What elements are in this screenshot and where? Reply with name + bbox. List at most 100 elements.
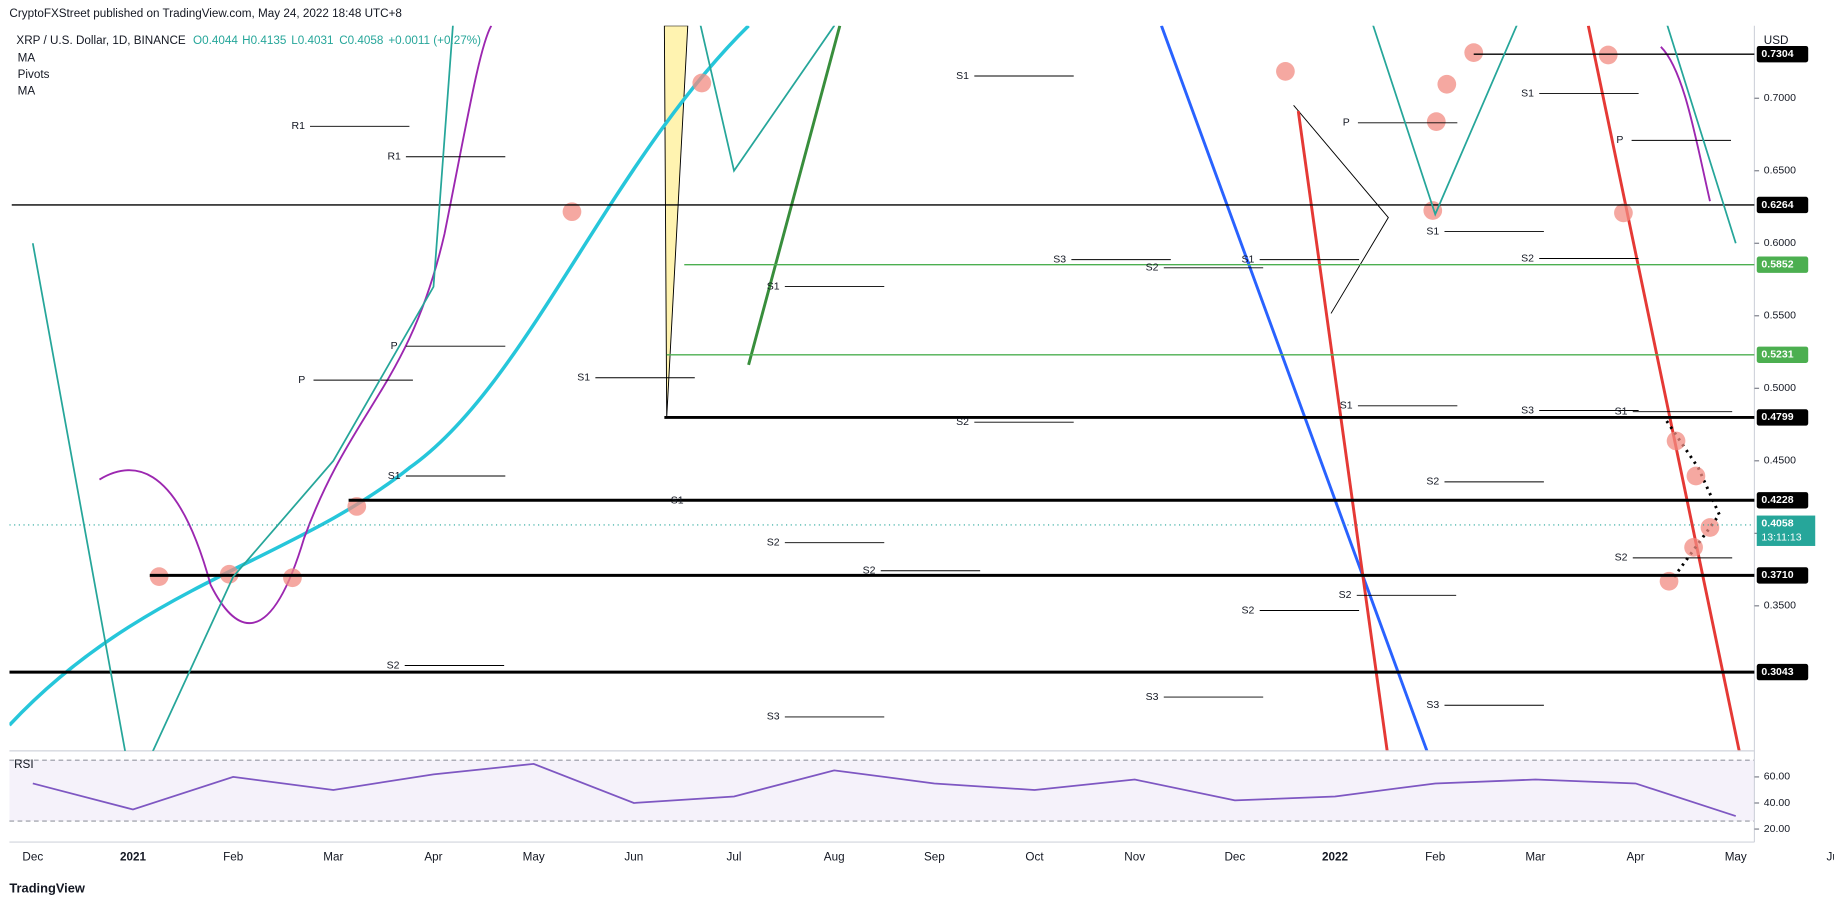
pivot-label: S2: [387, 659, 400, 671]
pivot-label: S1: [1426, 225, 1439, 237]
level-label: 0.3043: [1761, 666, 1793, 678]
ohlc-low: L0.4031: [291, 34, 333, 47]
moving-average: [9, 25, 750, 727]
x-tick-label: Dec: [1224, 850, 1245, 863]
pivot-label: S2: [863, 565, 876, 577]
symbol: XRP / U.S. Dollar, 1D, BINANCE: [16, 34, 186, 47]
pivot-label: P: [1343, 117, 1350, 129]
level-label: 0.5852: [1761, 259, 1793, 271]
x-tick-label: May: [523, 850, 545, 863]
triangle: [663, 25, 689, 418]
x-tick-label: May: [1725, 850, 1747, 863]
pivot-label: R1: [387, 151, 401, 163]
rsi-band: [9, 760, 1755, 822]
indicator[interactable]: MA: [18, 84, 36, 97]
pivot-label: S2: [1146, 262, 1159, 274]
y-tick-label: 0.5000: [1764, 382, 1796, 394]
y-tick-label: 0.3500: [1764, 600, 1796, 612]
x-tick-label: Apr: [1626, 850, 1644, 863]
x-tick-label: Aug: [824, 850, 845, 863]
pivot-label: S1: [767, 280, 780, 292]
pivot-label: R1: [292, 120, 306, 132]
level-label: 0.6264: [1761, 199, 1793, 211]
y-tick-label: 0.5500: [1764, 310, 1796, 322]
markers: [149, 43, 1720, 591]
pivot-label: S2: [1521, 252, 1534, 264]
x-tick-label: Mar: [323, 850, 343, 863]
ohlc-change: +0.0011 (+0.27%): [388, 34, 481, 47]
x-tick-label: Jun: [624, 850, 643, 863]
x-tick-label: Apr: [424, 850, 442, 863]
ohlc-high: H0.4135: [242, 34, 287, 47]
x-tick-label: Nov: [1124, 850, 1145, 863]
x-tick-label: Dec: [22, 850, 43, 863]
pivot-label: S2: [1339, 589, 1352, 601]
level-label: 0.7304: [1761, 48, 1793, 60]
level-box: [1756, 663, 1809, 681]
rsi-tick-label: 20.00: [1764, 823, 1790, 835]
pivot-label: S2: [1615, 552, 1628, 564]
level-label: 0.3710: [1761, 569, 1793, 581]
level-box: [1756, 196, 1809, 214]
trend-line: [1296, 110, 1389, 751]
pivot-label: S1: [956, 70, 969, 82]
trend-line: [747, 25, 842, 366]
moving-average: [1660, 46, 1711, 202]
pivot-label: S3: [1146, 691, 1159, 703]
x-tick-label: Feb: [1425, 850, 1446, 863]
y-tick-label: 0.6500: [1764, 165, 1796, 177]
brand: TradingView: [9, 880, 86, 895]
pivot-label: S1: [577, 372, 590, 384]
last-price-label: 0.4058: [1761, 518, 1793, 530]
currency: USD: [1764, 34, 1789, 47]
trend-line: [1160, 25, 1429, 751]
pivot-label: S2: [1426, 476, 1439, 488]
price-line: [32, 763, 1737, 817]
pivot-label: S1: [671, 494, 684, 506]
pivot-label: S2: [767, 536, 780, 548]
pivot-label: S2: [1242, 604, 1255, 616]
moving-average: [98, 25, 493, 625]
level-label: 0.5231: [1761, 349, 1793, 361]
pivot-label: P: [391, 340, 398, 352]
pivot-label: S3: [1521, 404, 1534, 416]
x-tick-label: Oct: [1025, 850, 1044, 863]
level-box: [1756, 45, 1809, 63]
rsi-tick-label: 40.00: [1764, 797, 1790, 809]
pivot-label: S3: [767, 711, 780, 723]
countdown: 13:11:13: [1761, 532, 1801, 544]
pivot-label: S1: [1242, 253, 1255, 265]
drawings: [9, 25, 1741, 751]
level-box: [1756, 256, 1809, 273]
pivot-label: S1: [1615, 405, 1628, 417]
pivot-label: P: [1616, 134, 1623, 146]
pivot-label: P: [298, 374, 305, 386]
level-box: [1756, 409, 1809, 426]
x-tick-label: Jul: [727, 850, 742, 863]
level-label: 0.4228: [1761, 494, 1793, 506]
x-tick-label: Sep: [924, 850, 945, 863]
pivot-label: S1: [388, 470, 401, 482]
pivot-label: S1: [1340, 400, 1353, 412]
level-box: [1756, 567, 1809, 584]
level-box: [1756, 492, 1809, 509]
pivot-label: S3: [1053, 253, 1066, 265]
pivot-label: S1: [1521, 87, 1534, 99]
pivot-label: S2: [956, 416, 969, 428]
ohlc-open: O0.4044: [193, 34, 238, 47]
level-label: 0.4799: [1761, 411, 1793, 423]
x-tick-label: Mar: [1525, 850, 1545, 863]
x-tick-label: 2021: [120, 850, 147, 863]
rsi-tick-label: 60.00: [1764, 771, 1790, 783]
wedge: [1293, 104, 1389, 314]
trend-line: [1586, 25, 1741, 751]
level-box: [1756, 346, 1809, 363]
indicator[interactable]: Pivots: [18, 68, 50, 81]
x-tick-label: 2022: [1322, 850, 1349, 863]
y-tick-label: 0.7000: [1764, 92, 1796, 104]
indicator[interactable]: MA: [18, 52, 36, 65]
x-tick-label: Feb: [223, 850, 244, 863]
y-tick-label: 0.4500: [1764, 455, 1796, 467]
